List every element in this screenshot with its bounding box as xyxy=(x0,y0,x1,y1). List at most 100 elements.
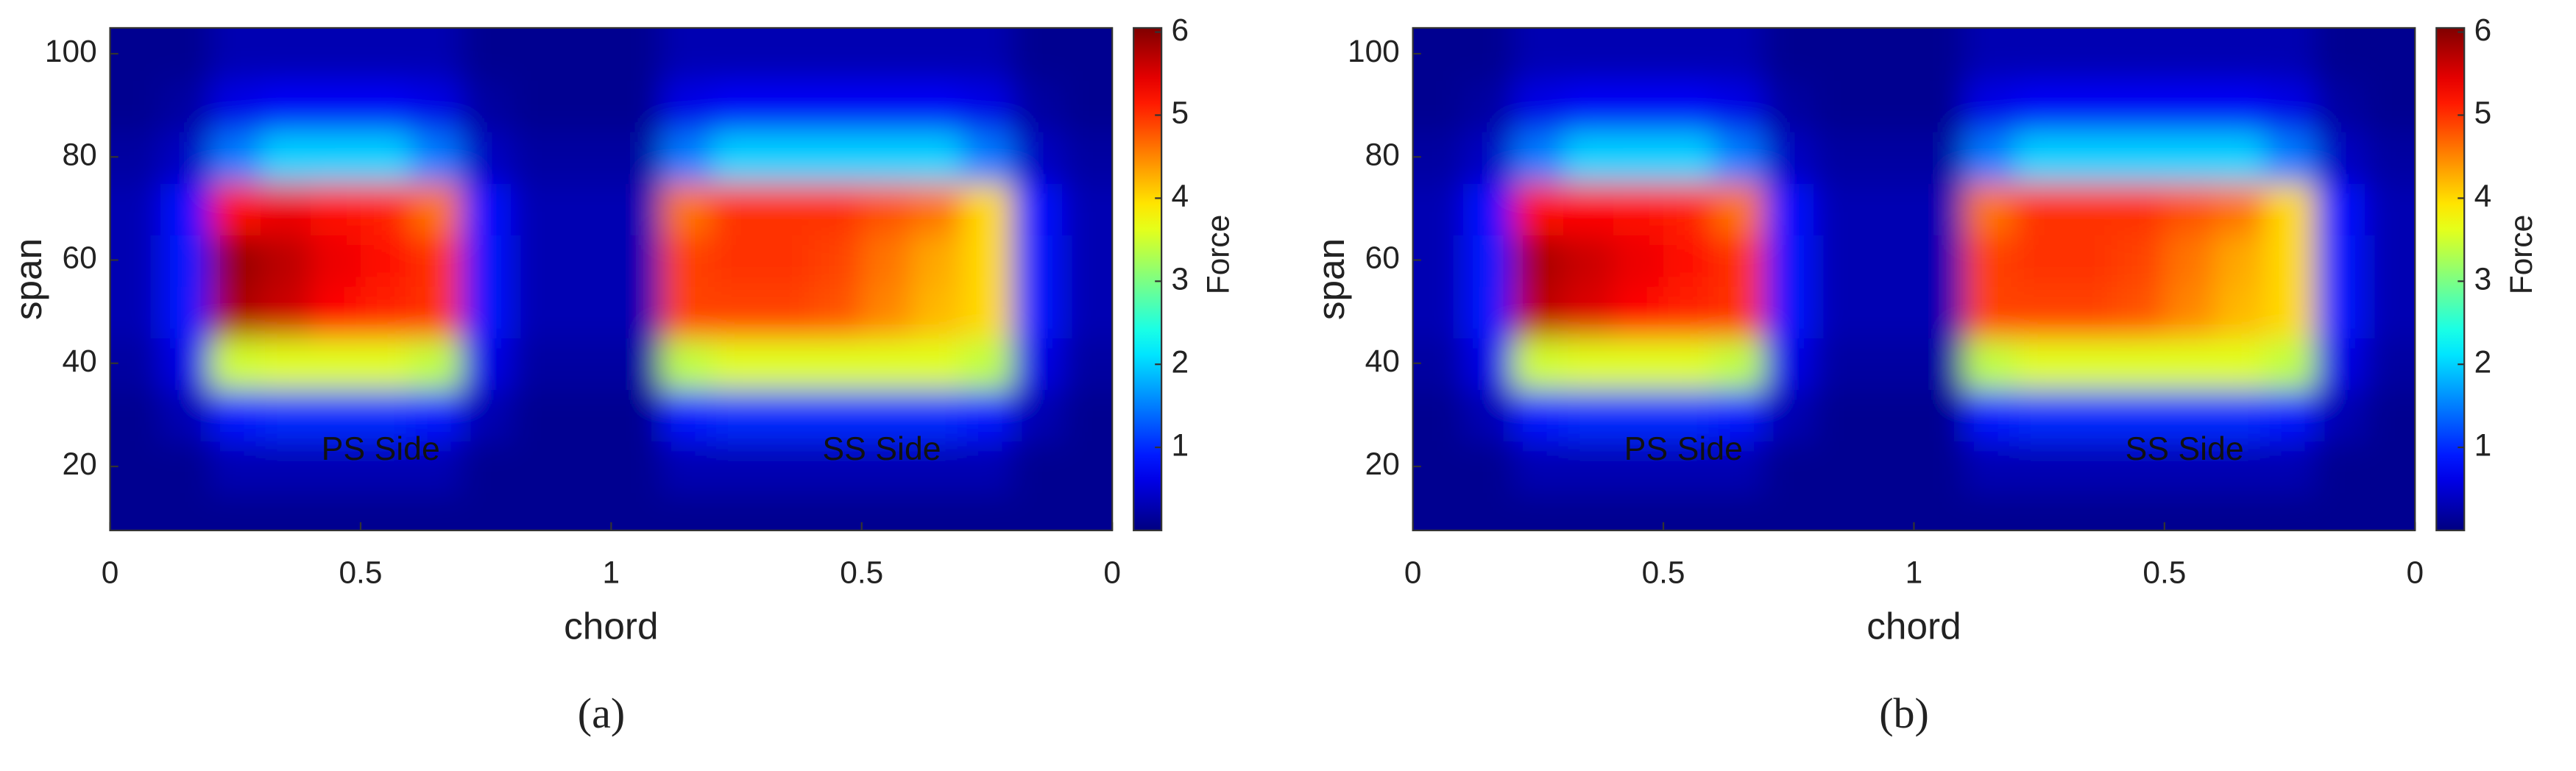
heatmap-cell xyxy=(2064,234,2116,287)
heatmap-cell xyxy=(1814,492,1865,530)
heatmap-cell xyxy=(1412,182,1465,235)
heatmap-cell xyxy=(611,440,662,494)
heatmap-cell xyxy=(1012,234,1064,287)
heatmap-cell xyxy=(1914,182,1965,235)
heatmap-cell xyxy=(1462,285,1515,339)
heatmap-panel: 0 0.5 1 0.5 0 20 40 60 80 100 chord span PS Side SS S… xyxy=(7,13,1236,737)
heatmap-cell xyxy=(1814,79,1865,132)
heatmap-cell xyxy=(2265,79,2316,132)
heatmap-cell xyxy=(2014,79,2066,132)
x-tick-label: 0.5 xyxy=(1642,555,1685,589)
heatmap-cell xyxy=(260,27,312,81)
heatmap-cell xyxy=(1563,285,1615,339)
heatmap-cell xyxy=(811,131,863,184)
heatmap-cell xyxy=(1412,234,1465,287)
x-tick-label: 0 xyxy=(1103,555,1121,589)
heatmap-cell xyxy=(2164,27,2216,81)
heatmap-cell xyxy=(1462,388,1515,442)
colorbar-tick-label: 4 xyxy=(1172,179,1189,213)
heatmap-cell xyxy=(1663,285,1715,339)
heatmap-cell xyxy=(1763,234,1815,287)
heatmap-cell xyxy=(711,285,762,339)
heatmap-cell xyxy=(1512,131,1565,184)
heatmap-cell xyxy=(961,27,1013,81)
heatmap-cell xyxy=(2214,440,2266,494)
heatmap-cell xyxy=(711,182,762,235)
heatmap-cell xyxy=(2315,440,2366,494)
heatmap-cell xyxy=(1914,337,1965,391)
colorbar-tick-label: 6 xyxy=(1172,13,1189,47)
heatmap-cell xyxy=(1964,182,2015,235)
heatmap-cell xyxy=(1713,27,1765,81)
heatmap-cell xyxy=(210,388,262,442)
heatmap-cell xyxy=(1964,79,2015,132)
heatmap-cell xyxy=(861,337,913,391)
heatmap-cell xyxy=(811,27,863,81)
heatmap-cell xyxy=(210,492,262,530)
heatmap-cell xyxy=(1012,79,1064,132)
annotation: PS Side xyxy=(322,431,440,467)
heatmap-cell xyxy=(511,27,562,81)
heatmap-cell xyxy=(1462,131,1515,184)
heatmap-cell xyxy=(1864,440,1915,494)
heatmap-cell xyxy=(1012,27,1064,81)
heatmap-cell xyxy=(711,131,762,184)
heatmap-cell xyxy=(661,492,712,530)
heatmap-cell xyxy=(310,182,362,235)
colorbar-tick-label: 1 xyxy=(1172,427,1189,462)
heatmap-cell xyxy=(2164,79,2216,132)
heatmap-cell xyxy=(711,388,762,442)
heatmap-cell xyxy=(2014,492,2066,530)
heatmap-cell xyxy=(911,388,963,442)
heatmap-cell xyxy=(1012,492,1064,530)
heatmap-cell xyxy=(911,182,963,235)
heatmap-cell xyxy=(1663,440,1715,494)
heatmap-cell xyxy=(461,131,512,184)
heatmap-cell xyxy=(661,79,712,132)
heatmap-cell xyxy=(2114,337,2166,391)
heatmap-cell xyxy=(561,131,612,184)
heatmap-cell xyxy=(310,27,362,81)
heatmap-cell xyxy=(2014,182,2066,235)
heatmap-cell xyxy=(1713,234,1765,287)
heatmap-cell xyxy=(611,388,662,442)
heatmap-cell xyxy=(1663,492,1715,530)
heatmap-cell xyxy=(1613,285,1665,339)
heatmap-cell xyxy=(310,285,362,339)
heatmap-cell xyxy=(2064,492,2116,530)
heatmap-cell xyxy=(1964,440,2015,494)
heatmap-cell xyxy=(360,337,412,391)
heatmap-cell xyxy=(1412,492,1465,530)
x-tick-label: 1 xyxy=(603,555,620,589)
heatmap-cell xyxy=(1964,285,2015,339)
heatmap-cell xyxy=(1663,131,1715,184)
heatmap-cell xyxy=(511,131,562,184)
heatmap-cell xyxy=(310,440,362,494)
heatmap-cell xyxy=(461,492,512,530)
heatmap-cells xyxy=(1412,27,2416,530)
heatmap-panel: 0 0.5 1 0.5 0 20 40 60 80 100 chord span PS Side SS S… xyxy=(1310,13,2538,737)
heatmap-cell xyxy=(2214,131,2266,184)
heatmap-cell xyxy=(360,131,412,184)
heatmap-cell xyxy=(160,27,212,81)
heatmap-cell xyxy=(761,285,813,339)
heatmap-cell xyxy=(2064,182,2116,235)
heatmap-cell xyxy=(2164,388,2216,442)
heatmap-cell xyxy=(2365,285,2416,339)
heatmap-cell xyxy=(2315,79,2366,132)
heatmap-cell xyxy=(561,79,612,132)
heatmap-cell xyxy=(911,440,963,494)
y-tick-label: 40 xyxy=(63,344,97,378)
heatmap-cell xyxy=(1864,234,1915,287)
heatmap-cell xyxy=(2214,27,2266,81)
heatmap-cell xyxy=(2014,131,2066,184)
heatmap-cell xyxy=(2064,79,2116,132)
heatmap-cell xyxy=(411,27,462,81)
heatmap-cell xyxy=(1763,285,1815,339)
heatmap-cell xyxy=(1563,388,1615,442)
y-tick-label: 60 xyxy=(1365,241,1400,275)
heatmap-cell xyxy=(1763,131,1815,184)
heatmap-cell xyxy=(661,182,712,235)
heatmap-cell xyxy=(1012,337,1064,391)
